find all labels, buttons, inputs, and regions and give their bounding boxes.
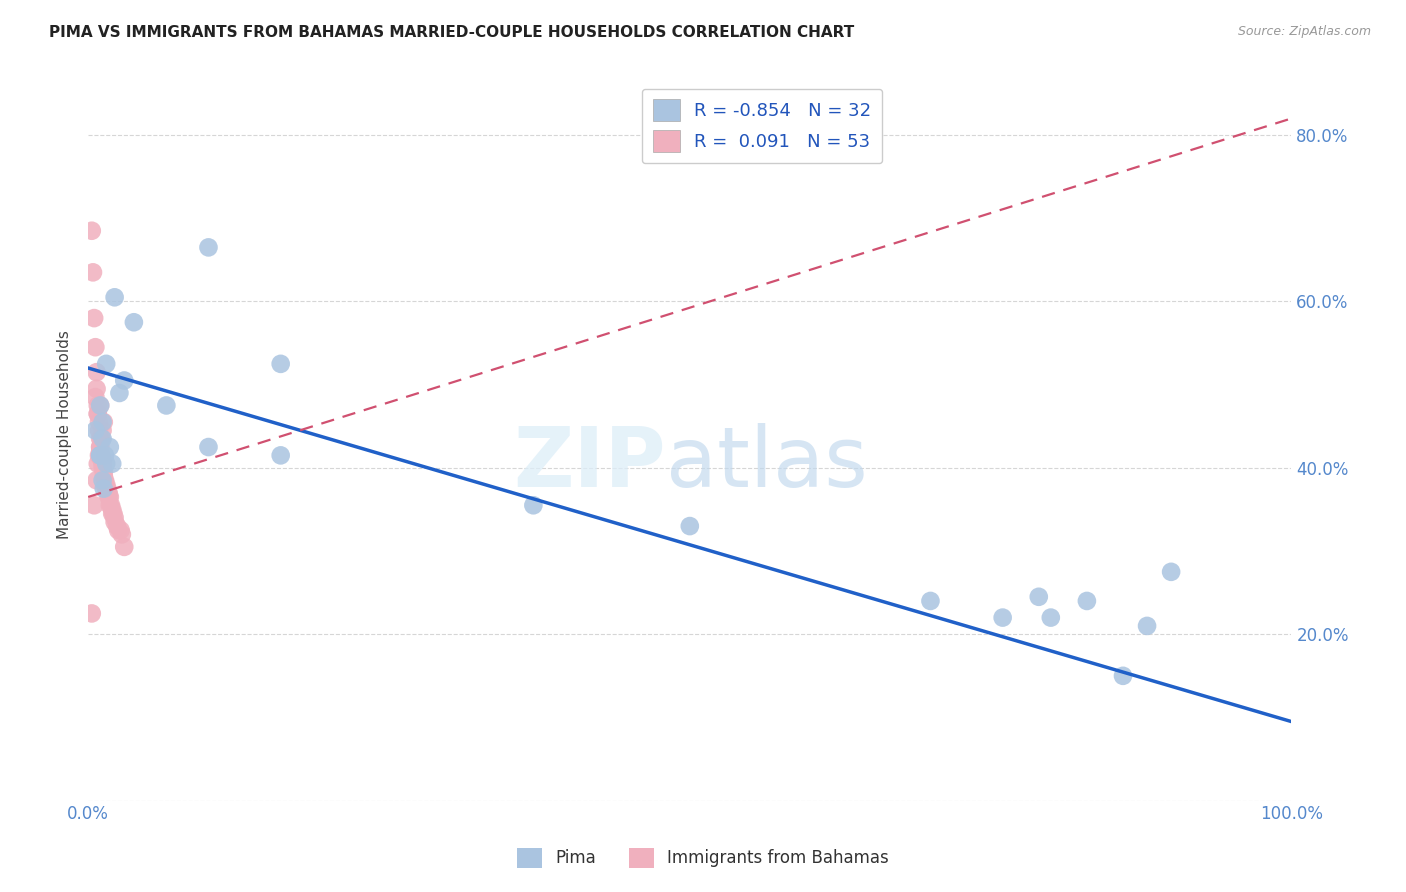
Point — [1028, 590, 1050, 604]
Point — [83, 311, 105, 326]
Point — [89, 440, 111, 454]
Point — [108, 386, 131, 401]
Point — [103, 507, 125, 521]
Point — [1039, 610, 1062, 624]
Point — [90, 452, 112, 467]
Point — [96, 457, 118, 471]
Point — [679, 519, 702, 533]
Point — [89, 449, 111, 463]
Point — [105, 519, 128, 533]
Point — [86, 382, 108, 396]
Point — [522, 498, 544, 512]
Point — [86, 473, 108, 487]
Point — [83, 498, 105, 512]
Point — [86, 365, 108, 379]
Point — [101, 502, 124, 516]
Point — [89, 449, 111, 463]
Point — [920, 594, 942, 608]
Point — [93, 482, 115, 496]
Point — [91, 457, 114, 471]
Point — [96, 485, 118, 500]
Point — [94, 477, 117, 491]
Point — [270, 357, 292, 371]
Point — [111, 527, 134, 541]
Point — [112, 540, 135, 554]
Point — [84, 424, 107, 438]
Point — [96, 482, 118, 496]
Point — [90, 449, 112, 463]
Point — [104, 510, 127, 524]
Point — [93, 415, 115, 429]
Point — [991, 610, 1014, 624]
Point — [98, 498, 121, 512]
Point — [122, 315, 145, 329]
Point — [90, 432, 112, 446]
Point — [104, 515, 127, 529]
Point — [98, 440, 121, 454]
Point — [98, 490, 121, 504]
Point — [96, 477, 118, 491]
Point — [87, 399, 110, 413]
Point — [97, 490, 120, 504]
Point — [197, 240, 219, 254]
Point — [91, 424, 114, 438]
Point — [155, 399, 177, 413]
Point — [101, 507, 124, 521]
Text: ZIP: ZIP — [513, 424, 665, 504]
Point — [87, 424, 110, 438]
Legend: R = -0.854   N = 32, R =  0.091   N = 53: R = -0.854 N = 32, R = 0.091 N = 53 — [643, 88, 882, 163]
Text: Source: ZipAtlas.com: Source: ZipAtlas.com — [1237, 25, 1371, 38]
Point — [91, 415, 114, 429]
Point — [100, 498, 122, 512]
Point — [87, 449, 110, 463]
Point — [97, 485, 120, 500]
Point — [84, 340, 107, 354]
Point — [82, 265, 104, 279]
Point — [1136, 619, 1159, 633]
Point — [197, 440, 219, 454]
Point — [96, 482, 118, 496]
Point — [93, 465, 115, 479]
Text: atlas: atlas — [665, 424, 868, 504]
Point — [89, 399, 111, 413]
Point — [96, 357, 118, 371]
Point — [112, 374, 135, 388]
Point — [87, 415, 110, 429]
Point — [107, 523, 129, 537]
Point — [1076, 594, 1098, 608]
Point — [104, 290, 127, 304]
Point — [91, 460, 114, 475]
Point — [89, 399, 111, 413]
Point — [91, 473, 114, 487]
Point — [89, 444, 111, 458]
Point — [94, 473, 117, 487]
Point — [93, 469, 115, 483]
Point — [87, 457, 110, 471]
Point — [87, 407, 110, 421]
Point — [80, 224, 103, 238]
Point — [101, 457, 124, 471]
Point — [94, 449, 117, 463]
Point — [110, 523, 132, 537]
Point — [91, 452, 114, 467]
Point — [270, 449, 292, 463]
Point — [87, 407, 110, 421]
Legend: Pima, Immigrants from Bahamas: Pima, Immigrants from Bahamas — [510, 841, 896, 875]
Point — [1112, 669, 1135, 683]
Y-axis label: Married-couple Households: Married-couple Households — [58, 330, 72, 539]
Point — [89, 432, 111, 446]
Point — [91, 432, 114, 446]
Text: PIMA VS IMMIGRANTS FROM BAHAMAS MARRIED-COUPLE HOUSEHOLDS CORRELATION CHART: PIMA VS IMMIGRANTS FROM BAHAMAS MARRIED-… — [49, 25, 855, 40]
Point — [80, 607, 103, 621]
Point — [1160, 565, 1182, 579]
Point — [89, 440, 111, 454]
Point — [84, 390, 107, 404]
